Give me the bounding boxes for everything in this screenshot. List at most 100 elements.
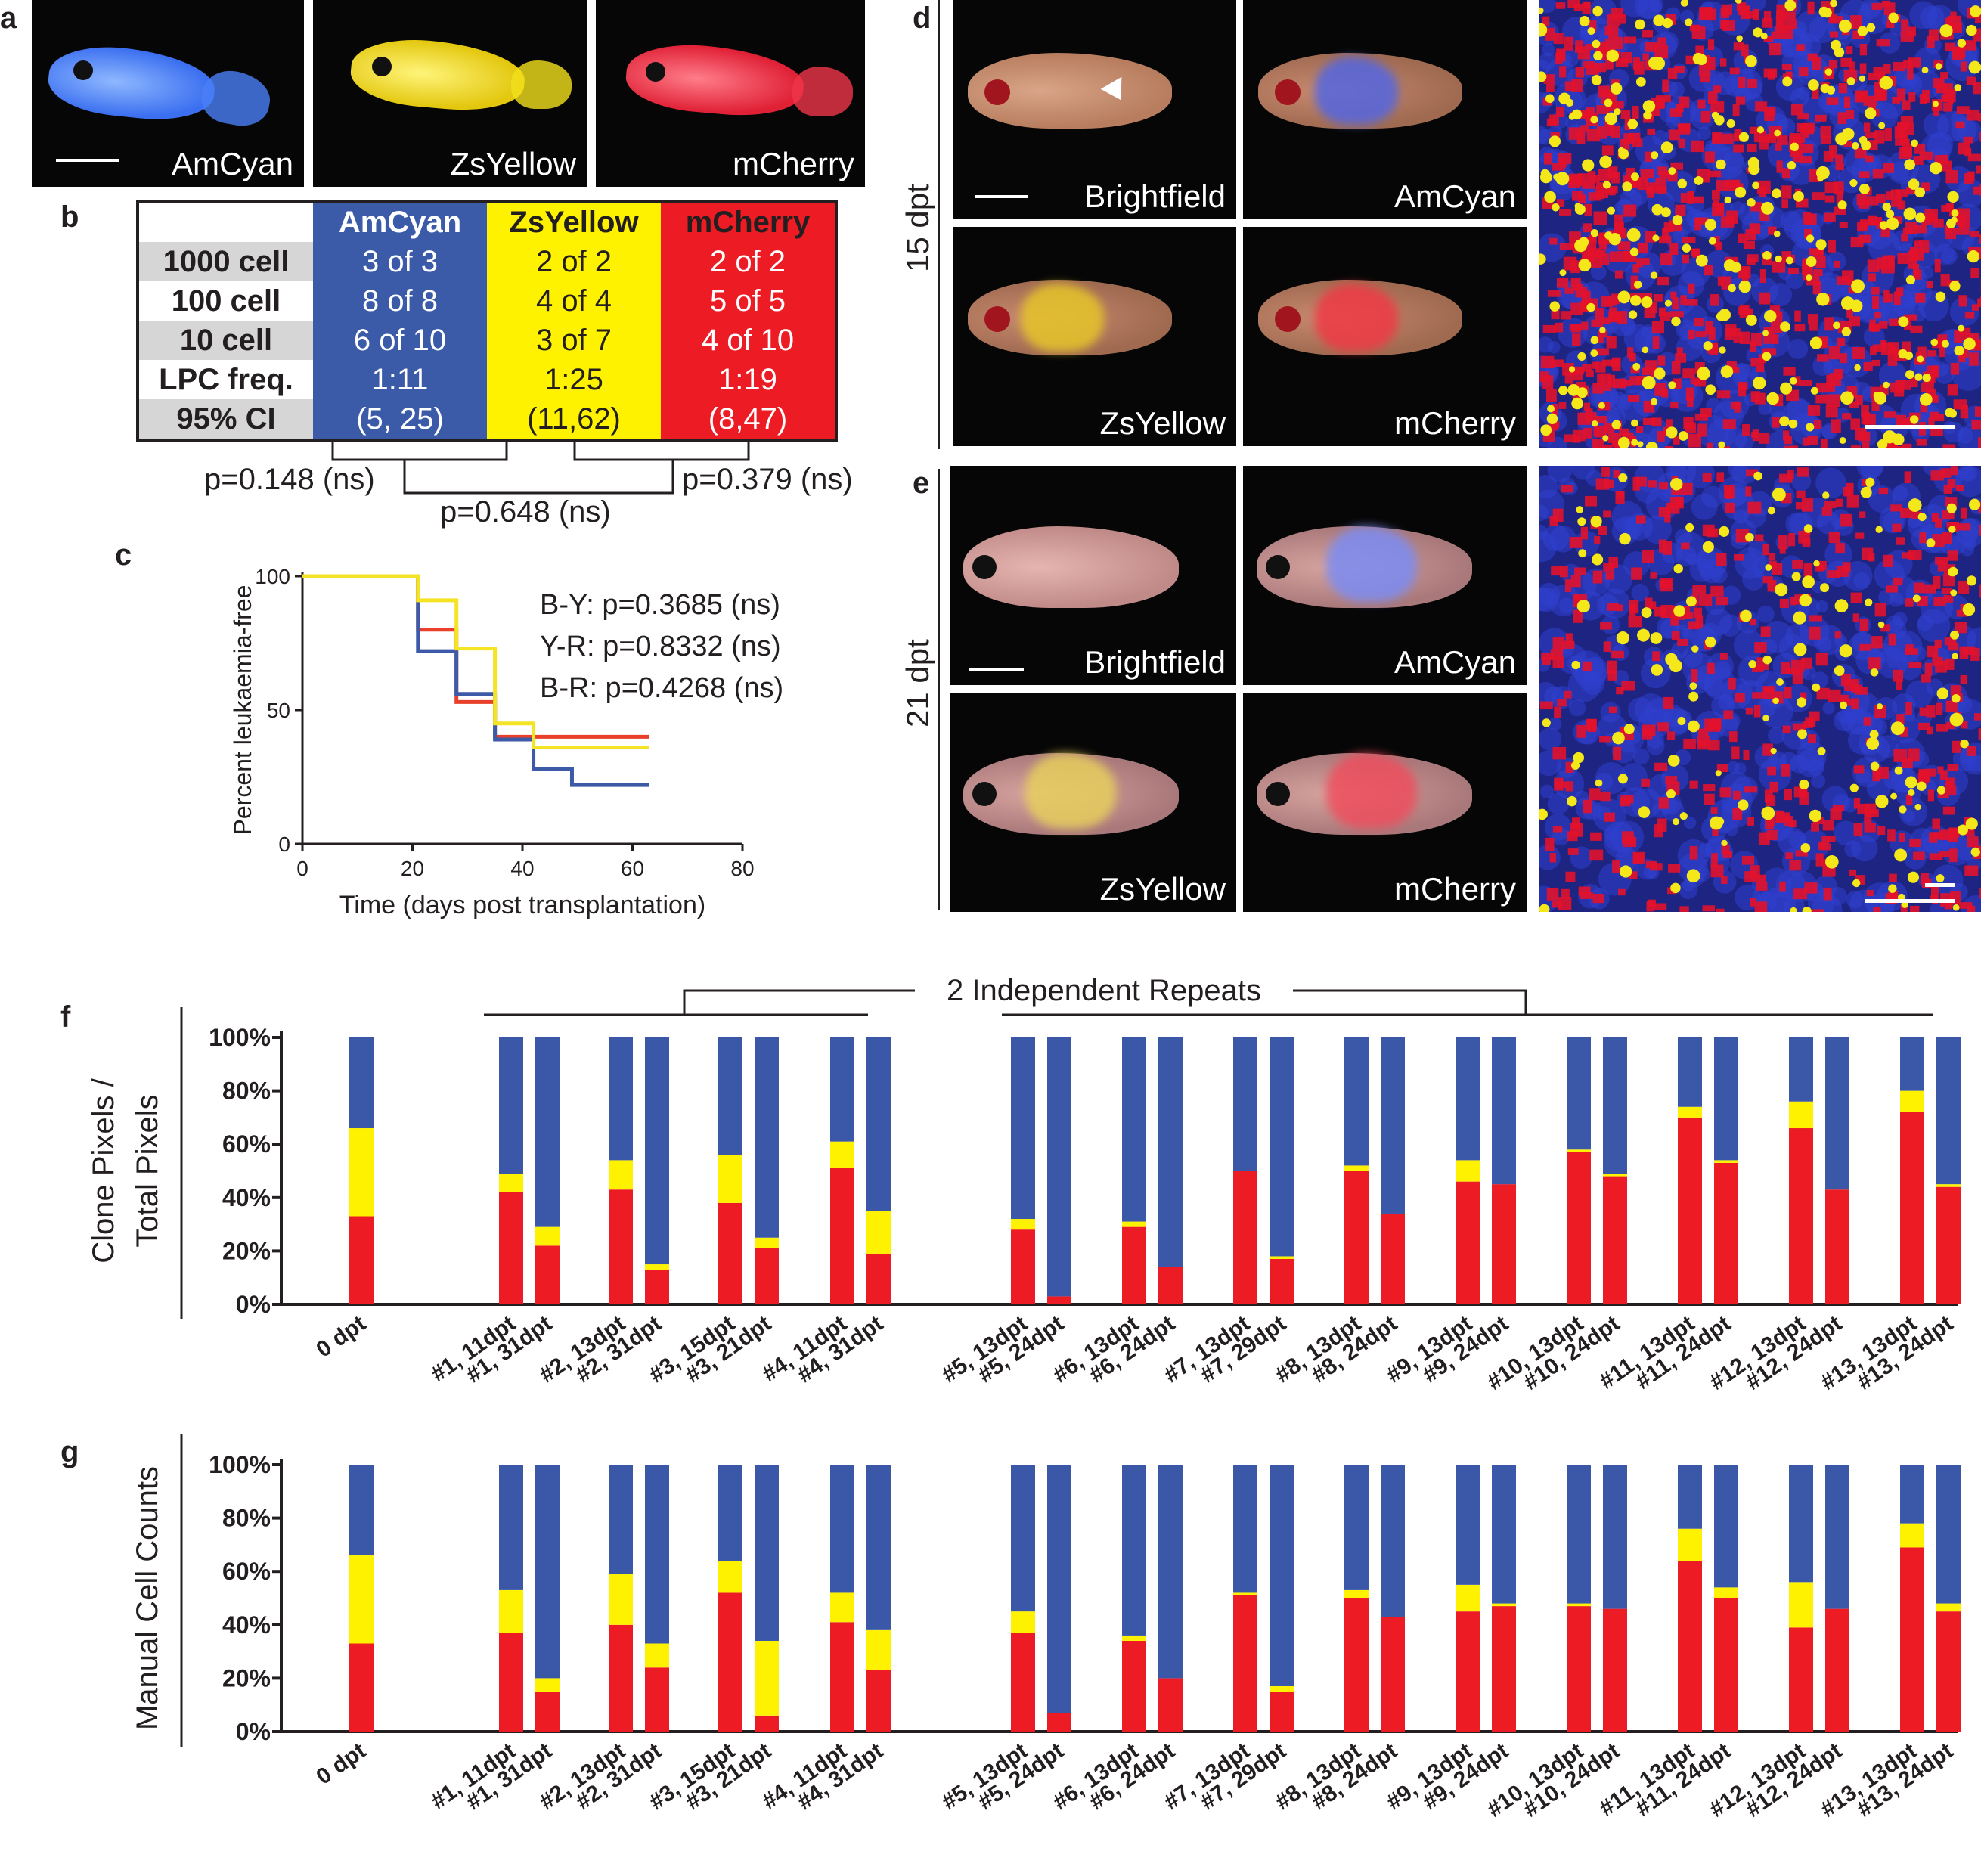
yellow-cell [1877,703,1883,710]
bar-segment-2 [1825,1037,1849,1190]
red-cell [1543,153,1552,165]
red-cell [1562,363,1574,376]
red-cell [1970,267,1979,278]
bar-segment-2 [1825,1465,1849,1609]
bar-segment-1 [1714,1587,1738,1598]
red-cell [1600,373,1611,382]
red-cell [1658,307,1666,317]
yellow-cell [1685,18,1693,26]
yellow-cell [1950,630,1960,640]
yellow-cell [1935,63,1942,70]
red-cell [1899,727,1908,737]
x-axis-label: Time (days post transplantation) [339,891,705,919]
yellow-cell [1719,526,1730,537]
red-cell [1570,575,1581,588]
yellow-cell [1951,209,1959,217]
red-cell [1685,299,1698,306]
red-cell [1568,231,1581,241]
red-cell [1581,321,1589,330]
x-tick-label: 0 dpt [312,1738,370,1790]
photo-label: ZsYellow [1099,405,1226,441]
bar-segment-2 [1567,1465,1591,1604]
yellow-cell [1673,605,1685,617]
red-cell [1681,542,1690,550]
yellow-cell [1936,786,1946,795]
red-cell [1940,72,1948,79]
red-cell [1545,388,1557,402]
bar-segment-0 [1678,1117,1702,1304]
red-cell [1662,79,1669,93]
blue-cell [1741,553,1759,570]
fluorescence-spot [1315,284,1398,352]
yellow-cell [1716,159,1726,170]
red-cell [1790,104,1803,116]
table-cell: 4 of 10 [661,321,836,360]
red-cell [1749,126,1763,134]
red-cell [1594,446,1605,448]
table-cell: 1:11 [313,360,487,399]
yellow-cell [1849,783,1859,792]
red-cell [1824,501,1837,509]
red-cell [1560,311,1572,320]
yellow-cell [1714,115,1725,126]
yellow-cell [1793,191,1804,202]
yellow-cell [1670,882,1681,894]
yellow-cell [1553,173,1561,181]
yellow-cell [1668,167,1676,175]
bar-segment-2 [830,1465,854,1593]
yellow-cell [1735,0,1742,4]
yellow-cell [1680,0,1689,7]
bar-segment-0 [1381,1617,1405,1732]
p-value-blue-yellow: p=0.148 (ns) [204,463,375,496]
red-cell [1856,221,1868,232]
red-cell [1581,290,1591,301]
bar-segment-2 [1789,1037,1813,1102]
red-cell [1868,657,1881,670]
red-cell [1940,468,1952,478]
red-cell [1942,444,1956,448]
yellow-cell [1840,391,1854,405]
red-cell [1803,212,1812,225]
table-corner [138,201,313,242]
red-cell [1974,406,1981,417]
red-cell [1900,116,1914,124]
red-cell [1542,656,1551,665]
yellow-cell [1651,664,1663,676]
red-cell [1830,31,1839,38]
red-cell [1958,295,1967,307]
red-cell [1752,692,1765,699]
yellow-cell [1957,824,1968,836]
red-cell [1896,287,1904,296]
red-cell [1607,14,1621,26]
red-cell [1932,219,1944,228]
d-zsyellow-photo: ZsYellow [953,227,1236,446]
red-cell [1688,329,1695,340]
red-cell [1698,594,1713,606]
red-cell [1871,286,1880,295]
red-cell [1660,604,1674,619]
red-cell [1896,679,1903,690]
yellow-cell [1760,33,1768,40]
red-cell [1969,231,1979,238]
red-cell [1743,240,1756,250]
red-cell [1800,692,1807,702]
photo-label: mCherry [732,146,854,181]
yellow-cell [1818,6,1830,17]
red-cell [1923,584,1936,594]
red-cell [1756,180,1771,194]
yellow-cell [1704,636,1716,648]
yellow-cell [1840,296,1855,311]
y-tick-label: 40% [222,1611,271,1639]
red-cell [1964,865,1979,876]
blue-cell [1794,10,1827,42]
red-cell [1903,59,1913,69]
bar-segment-1 [645,1264,669,1270]
red-cell [1645,860,1657,869]
red-cell [1943,485,1952,495]
red-cell [1869,346,1877,355]
yellow-cell [1721,839,1728,847]
photo-label: ZsYellow [1099,871,1226,907]
yellow-cell [1886,209,1895,219]
red-cell [1707,57,1716,70]
red-cell [1939,851,1951,857]
